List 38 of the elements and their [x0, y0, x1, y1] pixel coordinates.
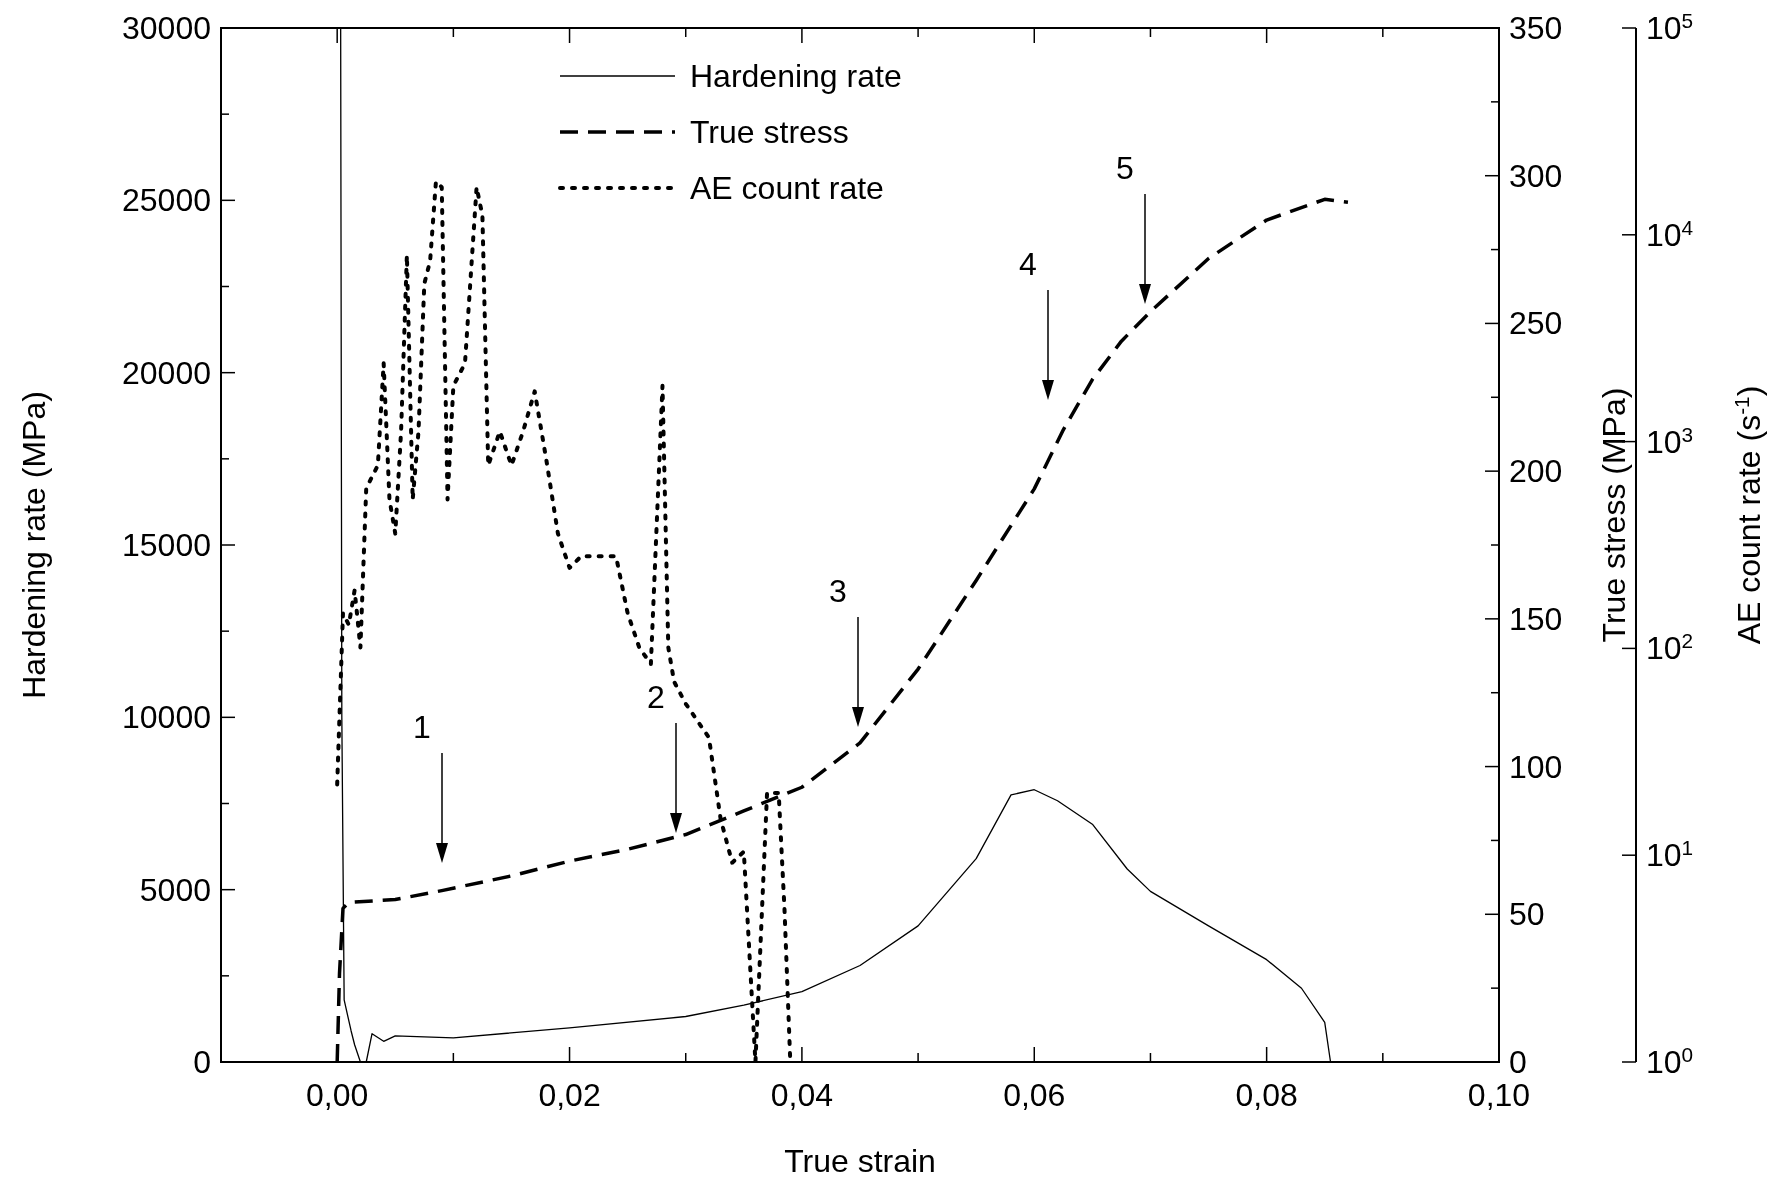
- y2-tick-label: 100: [1509, 748, 1563, 785]
- y2-tick-label: 250: [1509, 305, 1563, 342]
- y3-tick-label: 10$^{0}$: [1646, 1042, 1694, 1080]
- y-axis-title: Hardening rate (MPa): [16, 391, 52, 699]
- legend-label: True stress: [690, 114, 849, 150]
- annotation: 5: [1116, 150, 1134, 186]
- y2-tick-label: 350: [1509, 10, 1563, 46]
- y3-tick-label: 10$^{5}$: [1646, 8, 1694, 46]
- y3-tick-label: 10$^{2}$: [1646, 628, 1694, 667]
- x-tick-label: 0,08: [1235, 1077, 1298, 1113]
- y2-tick-label: 0: [1509, 1044, 1527, 1080]
- y3-tick-label: 10$^{4}$: [1646, 215, 1694, 253]
- y2-tick-label: 150: [1509, 600, 1563, 637]
- y2-tick-label: 200: [1509, 453, 1563, 490]
- x-tick-label: 0,06: [1003, 1077, 1066, 1113]
- y3-tick-label: 10$^{3}$: [1646, 422, 1694, 460]
- x-tick-label: 0,00: [306, 1077, 369, 1113]
- y3-tick-label: 10$^{1}$: [1646, 835, 1694, 874]
- y-tick-label: 20000: [122, 354, 211, 391]
- annotation: 3: [829, 573, 847, 609]
- y-tick-label: 15000: [122, 527, 211, 563]
- y-tick-label: 10000: [122, 699, 211, 736]
- y-tick-label: 0: [193, 1044, 211, 1080]
- x-tick-label: 0,04: [770, 1077, 834, 1113]
- annotation: 2: [647, 679, 665, 715]
- y2-tick-label: 300: [1509, 157, 1563, 194]
- x-tick-label: 0,10: [1467, 1077, 1531, 1113]
- y-tick-label: 30000: [122, 10, 211, 46]
- x-axis-title: True strain: [784, 1143, 936, 1179]
- legend-label: AE count rate: [690, 170, 884, 206]
- legend-label: Hardening rate: [690, 58, 902, 94]
- y-tick-label: 25000: [122, 182, 211, 219]
- annotation: 4: [1019, 246, 1037, 282]
- y2-tick-label: 50: [1509, 896, 1545, 933]
- y2-axis-title: True stress (MPa): [1596, 387, 1632, 643]
- annotation: 1: [413, 709, 431, 745]
- y-tick-label: 5000: [139, 871, 211, 908]
- x-tick-label: 0,02: [538, 1077, 601, 1113]
